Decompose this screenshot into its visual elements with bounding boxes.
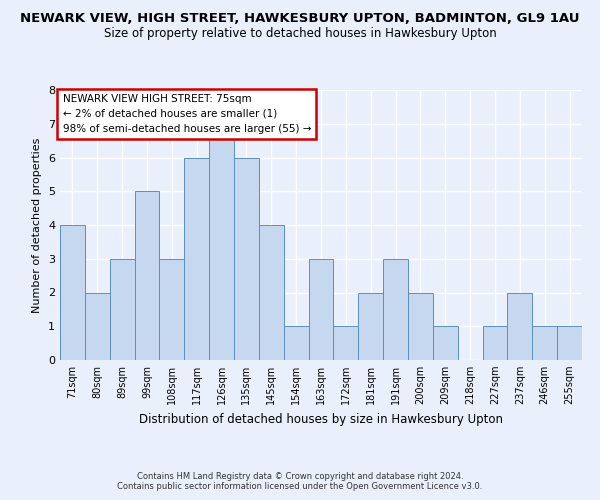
Bar: [110, 259, 134, 360]
Text: Size of property relative to detached houses in Hawkesbury Upton: Size of property relative to detached ho…: [104, 28, 496, 40]
Bar: [85, 292, 110, 360]
Text: NEWARK VIEW HIGH STREET: 75sqm
← 2% of detached houses are smaller (1)
98% of se: NEWARK VIEW HIGH STREET: 75sqm ← 2% of d…: [62, 94, 311, 134]
Text: Contains public sector information licensed under the Open Government Licence v3: Contains public sector information licen…: [118, 482, 482, 491]
Bar: [308, 259, 334, 360]
Bar: [209, 124, 234, 360]
Text: NEWARK VIEW, HIGH STREET, HAWKESBURY UPTON, BADMINTON, GL9 1AU: NEWARK VIEW, HIGH STREET, HAWKESBURY UPT…: [20, 12, 580, 26]
Bar: [134, 191, 160, 360]
Bar: [433, 326, 458, 360]
Bar: [408, 292, 433, 360]
Bar: [60, 225, 85, 360]
Y-axis label: Number of detached properties: Number of detached properties: [32, 138, 43, 312]
Bar: [259, 225, 284, 360]
Bar: [383, 259, 408, 360]
X-axis label: Distribution of detached houses by size in Hawkesbury Upton: Distribution of detached houses by size …: [139, 412, 503, 426]
Bar: [482, 326, 508, 360]
Bar: [557, 326, 582, 360]
Bar: [234, 158, 259, 360]
Bar: [160, 259, 184, 360]
Bar: [532, 326, 557, 360]
Bar: [284, 326, 308, 360]
Bar: [184, 158, 209, 360]
Bar: [508, 292, 532, 360]
Text: Contains HM Land Registry data © Crown copyright and database right 2024.: Contains HM Land Registry data © Crown c…: [137, 472, 463, 481]
Bar: [334, 326, 358, 360]
Bar: [358, 292, 383, 360]
